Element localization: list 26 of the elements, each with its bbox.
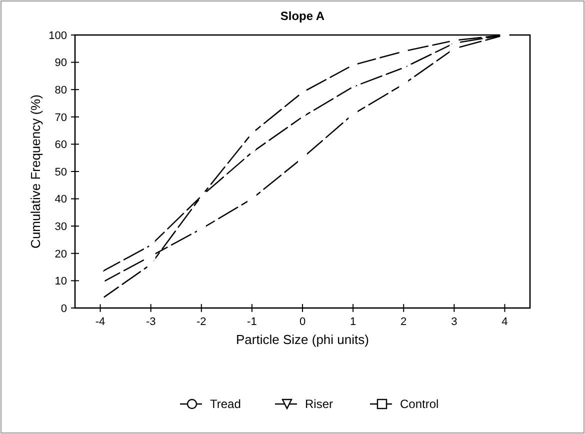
y-axis-title: Cumulative Frequency (%) <box>28 94 43 248</box>
legend-label: Riser <box>305 397 334 412</box>
y-tick-label: 30 <box>54 220 67 233</box>
x-tick-label: -1 <box>247 316 257 328</box>
x-tick-label: 4 <box>502 316 508 328</box>
y-tick-label: 10 <box>54 276 67 288</box>
y-tick-label: 100 <box>48 30 67 42</box>
legend-label: Tread <box>210 397 241 412</box>
y-tick-label: 70 <box>54 112 67 124</box>
x-tick-label: -3 <box>146 316 156 328</box>
x-tick-label: -2 <box>196 316 206 328</box>
y-tick-label: 90 <box>54 57 67 70</box>
x-tick-label: 1 <box>350 316 356 328</box>
x-tick-label: 2 <box>400 316 407 328</box>
y-tick-label: 50 <box>54 166 67 178</box>
y-tick-label: 80 <box>54 84 67 96</box>
legend-label: Control <box>400 397 439 412</box>
y-tick-label: 20 <box>54 248 67 260</box>
x-tick-label: 3 <box>451 316 458 328</box>
x-tick-label: 0 <box>299 316 306 328</box>
x-axis-title: Particle Size (phi units) <box>236 332 369 347</box>
y-tick-label: 40 <box>54 194 67 206</box>
y-tick-label: 60 <box>54 139 67 152</box>
chart-title: Slope A <box>280 9 325 23</box>
x-tick-label: -4 <box>95 316 106 328</box>
y-tick-label: 0 <box>60 302 67 315</box>
